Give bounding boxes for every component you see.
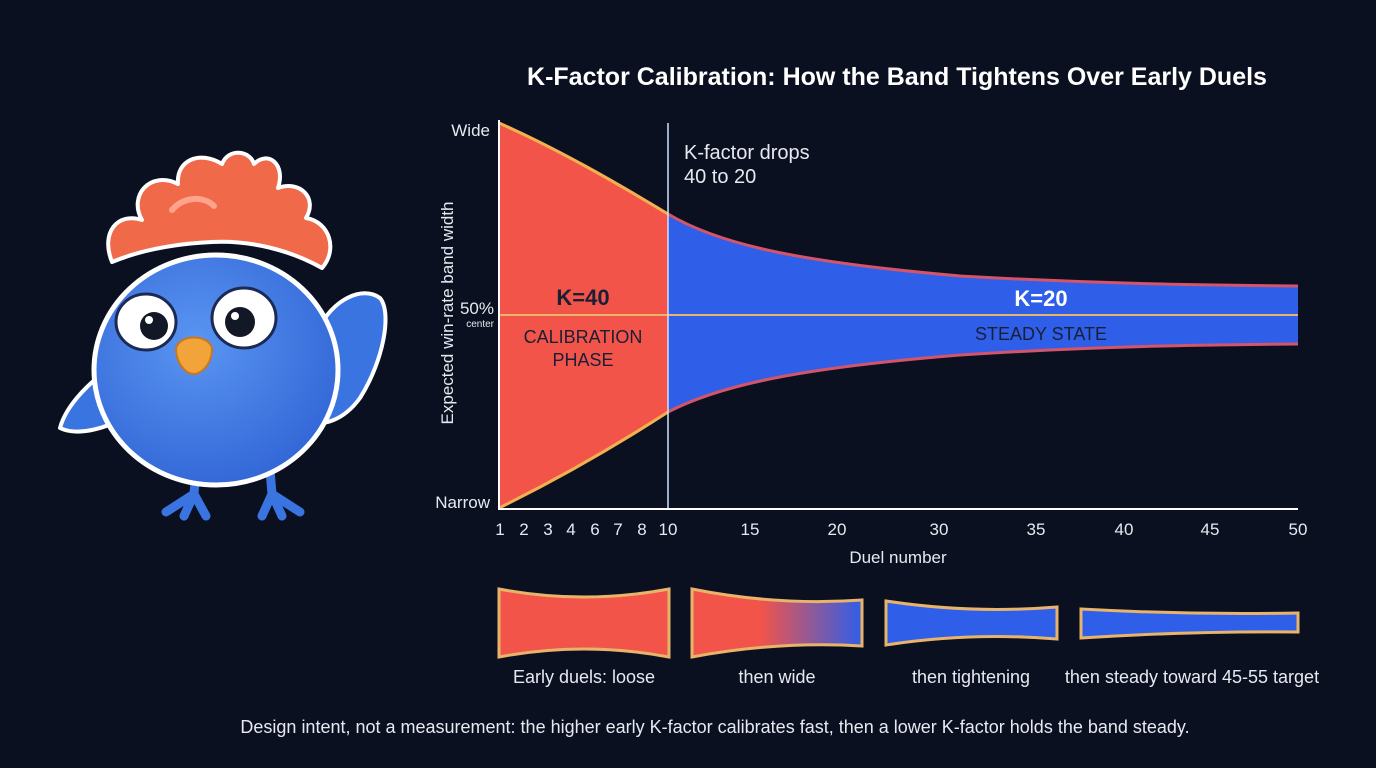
stage-steady-caption: then steady toward 45-55 target (1065, 667, 1319, 687)
y-axis-center-label: 50% (460, 299, 494, 318)
x-tick-label: 40 (1115, 520, 1134, 539)
x-tick-label: 8 (637, 520, 646, 539)
x-tick-label: 7 (613, 520, 622, 539)
x-tick-label: 20 (828, 520, 847, 539)
steady-band-bottom-edge (667, 342, 1299, 414)
steady-band (668, 214, 1298, 412)
x-tick-label: 1 (495, 520, 504, 539)
x-tick-label: 15 (741, 520, 760, 539)
calibration-phase-label-line1: CALIBRATION (524, 327, 643, 347)
calibration-k-label: K=40 (556, 285, 609, 310)
x-tick-label: 30 (930, 520, 949, 539)
calibration-band-top-edge (498, 121, 669, 216)
steady-phase-label: STEADY STATE (975, 324, 1107, 344)
mascot-body (91, 252, 341, 488)
stage-steady-shape (1079, 607, 1300, 640)
band-chart (498, 120, 1299, 510)
stage-thumbnails (497, 587, 1300, 659)
mascot-left-pupil (140, 312, 168, 340)
calibration-band-bottom-edge (498, 410, 669, 510)
footer-note: Design intent, not a measurement: the hi… (240, 717, 1189, 737)
mascot-bird (58, 150, 388, 521)
x-axis-ticks: 1 2 3 4 6 7 8 10 15 20 30 35 40 45 50 (495, 520, 1307, 539)
y-axis-center-word: center (466, 319, 494, 330)
stage-tightening-shape (884, 599, 1059, 647)
x-tick-label: 4 (566, 520, 575, 539)
x-tick-label: 35 (1027, 520, 1046, 539)
x-tick-label: 10 (659, 520, 678, 539)
steady-k-label: K=20 (1014, 286, 1067, 311)
y-axis-title: Expected win-rate band width (438, 201, 457, 424)
y-axis-bottom-label: Narrow (435, 493, 491, 512)
stage-early-shape (497, 587, 671, 659)
mascot-crest (106, 150, 333, 270)
k-drop-annotation-line2: 40 to 20 (684, 166, 756, 188)
x-tick-label: 6 (590, 520, 599, 539)
x-tick-label: 2 (519, 520, 528, 539)
mascot-left-glint (145, 316, 153, 324)
k-drop-annotation-line1: K-factor drops (684, 142, 810, 164)
mascot-right-glint (231, 312, 239, 320)
mascot-crest-shine (169, 196, 217, 213)
x-tick-label: 3 (543, 520, 552, 539)
x-axis-title: Duel number (849, 548, 947, 567)
mascot-beak (174, 336, 214, 376)
chart-title: K-Factor Calibration: How the Band Tight… (527, 63, 1267, 91)
steady-band-top-edge (667, 212, 1299, 288)
calibration-phase-label-line2: PHASE (552, 350, 613, 370)
mascot-right-foot (257, 465, 305, 521)
x-tick-label: 45 (1201, 520, 1220, 539)
y-axis-top-label: Wide (451, 121, 490, 140)
stage-wide-caption: then wide (738, 667, 815, 687)
x-tick-label: 50 (1289, 520, 1308, 539)
stage-early-caption: Early duels: loose (513, 667, 655, 687)
mascot-right-pupil (225, 307, 255, 337)
stage-tightening-caption: then tightening (912, 667, 1030, 687)
stage-wide-shape (690, 587, 864, 659)
